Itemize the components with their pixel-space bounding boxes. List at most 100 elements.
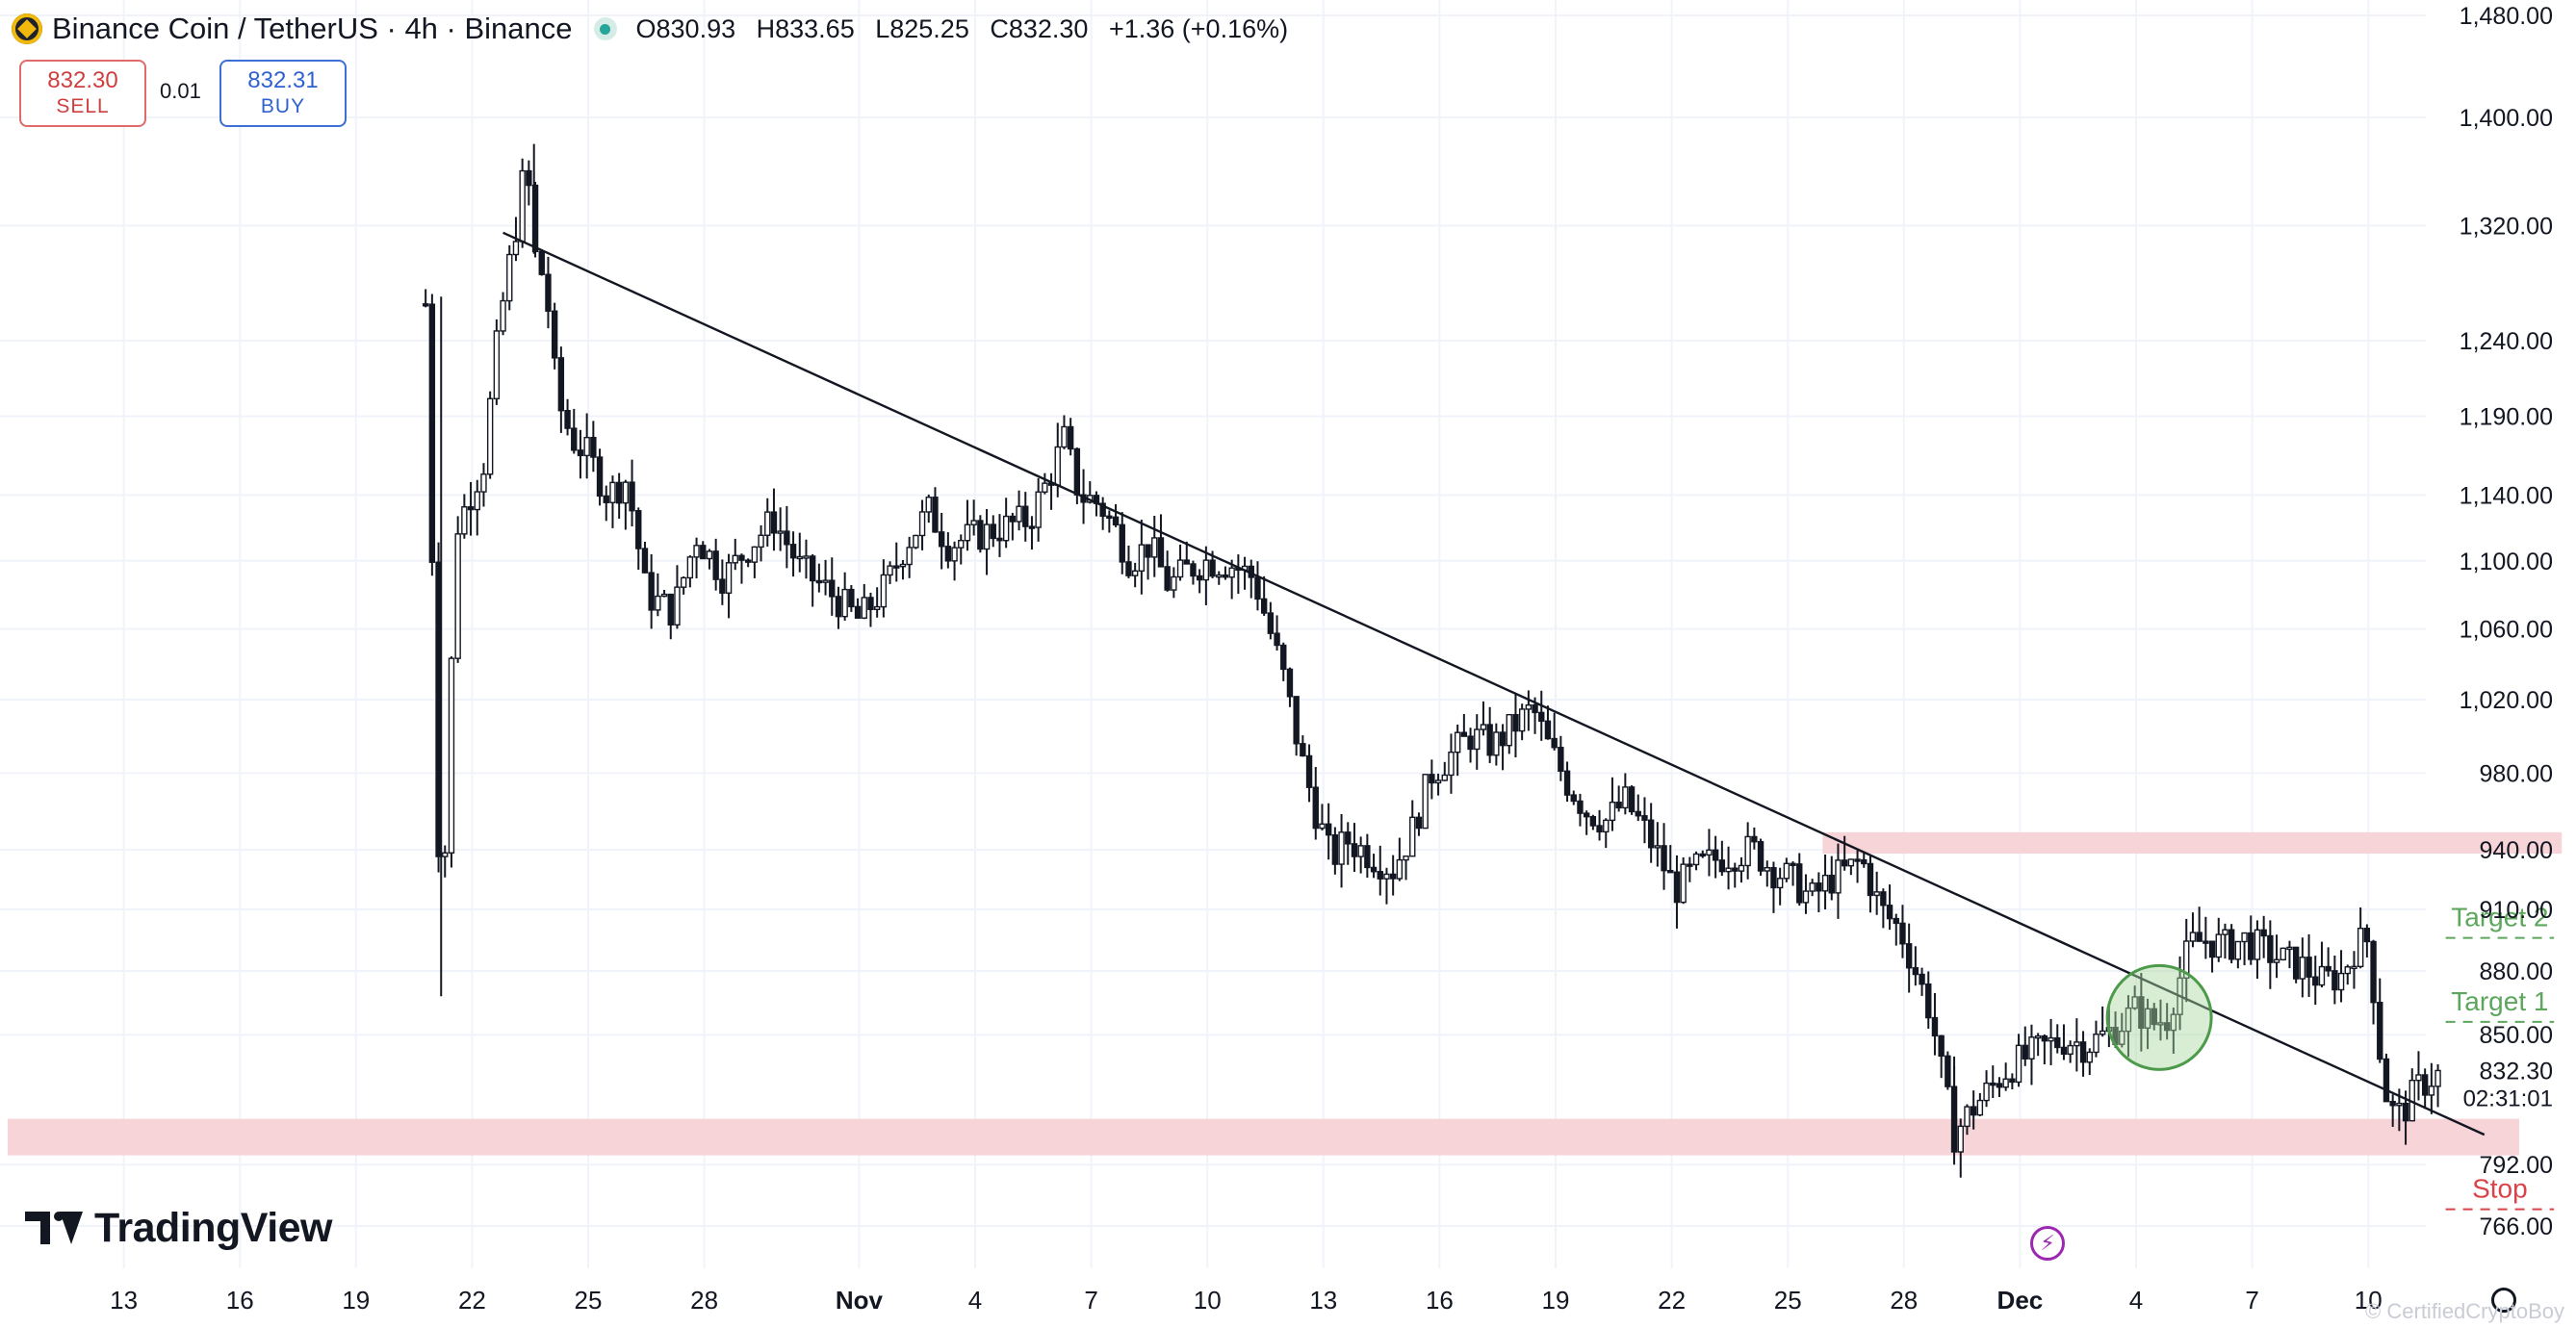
candle-body [1783,862,1790,880]
candle-body [2202,940,2209,944]
candle-body [622,481,630,504]
candle-body [700,545,707,560]
candle-body [1970,1106,1977,1116]
candle-body [2267,934,2274,963]
candle-body [1345,831,1352,845]
candle-body [2060,1046,2068,1056]
y-tick-label: 1,020.00 [2460,687,2553,714]
candle-body [1596,825,1603,833]
y-tick-label: 1,140.00 [2460,483,2553,510]
candle-body [1886,905,1893,920]
candle-body [1434,779,1442,784]
candle-body [2125,1007,2132,1033]
y-tick-label: 850.00 [2480,1022,2553,1049]
candle-body [660,593,668,598]
candle-body [1022,505,1029,527]
candle-body [2015,1044,2022,1084]
candle-body [925,497,932,513]
candle-body [1331,833,1339,865]
candle-body [1570,794,1577,803]
candle-body [448,657,455,854]
candle-body [422,303,429,307]
candle-body [428,303,436,563]
candle-body [531,184,539,253]
x-tick-label: 28 [690,1286,718,1315]
candle-body [964,524,971,542]
candle-body [1222,574,1229,578]
candle-body [2254,929,2261,960]
candle-body [848,588,855,608]
candle-body [1835,859,1842,894]
candle-body [815,579,823,584]
candle-body [1506,713,1512,747]
candle-body [822,579,829,583]
candle-body [1680,863,1687,904]
candle-body [2144,1008,2151,1029]
stop-label: Stop [2472,1174,2528,1204]
candle-body [1802,890,1810,904]
candle-body [1589,815,1597,827]
candle-body [2222,929,2228,935]
low-value: L825.25 [875,13,969,43]
candle-body [1112,516,1120,526]
candle-body [2306,957,2312,978]
candle-body [2286,946,2293,951]
candle-body [1821,874,1829,892]
author-watermark: © CertifiedCryptoBoy [2365,1299,2564,1323]
candle-body [1002,515,1010,542]
candle-body [480,473,487,493]
sell-label: SELL [56,95,110,117]
candle-body [2028,1036,2035,1060]
candle-body [719,578,726,594]
support-resistance-zone [1822,831,2563,855]
x-tick-label: 16 [1426,1286,1454,1315]
lightning-icon[interactable]: ⚡ [2030,1226,2065,1261]
candle-body [1196,575,1203,581]
market-status-icon [593,17,617,40]
candle-body [1119,524,1125,563]
candle-body [932,497,939,533]
candle-body [2421,1074,2429,1096]
candle-body [512,241,520,256]
symbol-title[interactable]: Binance Coin / TetherUS · 4h · Binance [52,12,573,45]
candle-body [1396,858,1404,880]
candle-body [551,310,558,359]
candle-body [1738,864,1745,872]
candle-body [2318,965,2326,986]
tradingview-logo[interactable]: TradingView [25,1205,333,1252]
gear-icon[interactable] [2491,1288,2516,1313]
candle-body [1312,786,1319,830]
candle-body [577,449,584,457]
y-tick-label: 766.00 [2480,1213,2553,1240]
candle-body [1042,482,1048,493]
buy-button[interactable]: 832.31 BUY [219,60,347,127]
candle-body [1518,708,1526,732]
candle-body [918,511,926,537]
candle-body [1964,1106,1971,1128]
candle-body [867,597,874,611]
last-price-label: 832.30 [2480,1058,2553,1085]
candle-body [841,588,848,618]
y-tick-label: 1,060.00 [2460,617,2553,644]
candle-body [1209,559,1216,577]
candle-body [1905,943,1913,969]
candle-body [1854,858,1861,862]
x-tick-label: 7 [1084,1286,1097,1315]
bnb-coin-icon [12,13,42,44]
y-tick-label: 1,190.00 [2460,404,2553,431]
x-tick-label: 7 [2245,1286,2258,1315]
target-label: Target 1 [2451,986,2548,1016]
candle-body [2331,970,2338,991]
sell-button[interactable]: 832.30 SELL [19,60,146,127]
candle-body [725,562,733,594]
candle-body [1228,567,1235,578]
candle-body [2170,1013,2177,1032]
candle-body [667,593,674,626]
candle-body [1931,1016,1939,1037]
candle-body [2086,1051,2093,1063]
candle-body [2428,1085,2435,1096]
candle-body [486,397,494,475]
candle-body [1145,544,1151,558]
candle-body [1254,576,1261,600]
